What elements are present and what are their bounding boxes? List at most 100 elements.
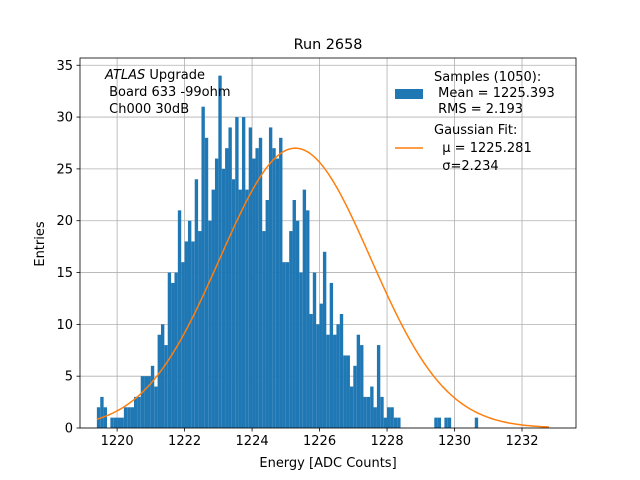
histogram-bar xyxy=(299,272,303,428)
x-tick-label: 1220 xyxy=(101,434,134,449)
y-tick-label: 0 xyxy=(65,422,73,437)
histogram-bar xyxy=(103,407,107,428)
x-tick-label: 1228 xyxy=(371,434,404,449)
histogram-bar xyxy=(333,334,337,428)
legend-fit-sigma: σ=2.234 xyxy=(434,159,499,174)
histogram-bar xyxy=(285,262,290,428)
histogram-bar xyxy=(184,241,188,428)
histogram-bar xyxy=(339,313,344,428)
histogram-bar xyxy=(160,324,165,428)
histogram-bar xyxy=(140,376,145,428)
histogram-bar xyxy=(373,407,377,428)
histogram-bar xyxy=(272,148,276,428)
histogram-bar xyxy=(265,199,269,428)
histogram-bar xyxy=(393,417,398,428)
histogram-bar xyxy=(292,199,296,428)
histogram-bar xyxy=(154,386,158,428)
x-tick-label: 1222 xyxy=(168,434,201,449)
histogram-bar xyxy=(309,313,313,428)
annotation-line-2: Board 633 -99ohm xyxy=(105,85,231,100)
x-axis-label: Energy [ADC Counts] xyxy=(259,456,396,471)
histogram-bar xyxy=(147,376,151,428)
histogram-bar xyxy=(474,417,479,428)
histogram-bar xyxy=(127,407,131,428)
histogram-bar xyxy=(356,334,361,428)
histogram-bar xyxy=(275,158,280,428)
histogram-bar xyxy=(370,386,374,428)
histogram-bar xyxy=(387,407,391,428)
histogram-bar xyxy=(225,148,229,428)
histogram-bars xyxy=(96,75,479,429)
axis-ticks: 1220 1222 1224 1226 1228 1230 1232 0 5 10 15 20 25 30… xyxy=(56,59,538,449)
histogram-bar xyxy=(198,231,202,428)
histogram-bar xyxy=(353,365,357,428)
chart-title: Run 2658 xyxy=(294,37,363,53)
histogram-bar xyxy=(181,262,185,428)
y-tick-label: 30 xyxy=(56,111,73,126)
histogram-bar xyxy=(130,407,134,428)
y-tick-label: 25 xyxy=(56,162,73,177)
histogram-bar xyxy=(238,189,242,428)
y-tick-label: 15 xyxy=(56,266,73,281)
histogram-bar xyxy=(133,396,138,428)
legend-samples-swatch xyxy=(395,89,423,99)
histogram-bar xyxy=(204,137,209,428)
annotation-atlas: ATLAS xyxy=(104,68,145,83)
histogram-bar xyxy=(316,324,320,428)
legend-fit-title: Gaussian Fit: xyxy=(434,123,517,138)
histogram-bar xyxy=(363,396,367,428)
histogram-bar xyxy=(306,210,310,428)
x-tick-label: 1226 xyxy=(303,434,336,449)
x-tick-label: 1230 xyxy=(438,434,471,449)
histogram-bar xyxy=(228,127,232,429)
legend-samples-title: Samples (1050): xyxy=(434,70,541,85)
histogram-bar xyxy=(322,251,327,428)
histogram-bar xyxy=(329,282,334,428)
histogram-bar xyxy=(349,386,354,428)
y-axis-label: Entries xyxy=(33,221,48,267)
histogram-bar xyxy=(218,75,222,428)
histogram-bar xyxy=(174,272,178,428)
histogram-bar xyxy=(390,407,394,428)
histogram-bar xyxy=(211,189,215,428)
histogram-bar xyxy=(268,127,273,429)
histogram-bar xyxy=(100,396,104,428)
histogram-bar xyxy=(376,345,381,428)
histogram-bar xyxy=(258,137,263,428)
histogram-bar xyxy=(194,179,199,428)
histogram-bar xyxy=(96,407,101,428)
annotation-line-3: Ch000 30dB xyxy=(105,102,189,117)
histogram-bar xyxy=(255,148,259,428)
histogram-bar xyxy=(434,417,438,428)
histogram-bar xyxy=(447,417,452,428)
histogram-bar xyxy=(437,417,442,428)
histogram-bar xyxy=(214,158,219,428)
histogram-bar xyxy=(120,417,124,428)
histogram-bar xyxy=(241,117,246,429)
histogram-bar xyxy=(123,407,128,428)
y-tick-label: 10 xyxy=(56,318,73,333)
histogram-bar xyxy=(252,158,256,428)
histogram-bar xyxy=(201,106,205,428)
histogram-bar xyxy=(366,396,371,428)
histogram-bar xyxy=(262,231,266,428)
annotation-line-1: ATLAS Upgrade xyxy=(104,68,205,83)
histogram-bar xyxy=(444,417,448,428)
annotation-box: ATLAS Upgrade Board 633 -99ohm Ch000 30d… xyxy=(104,68,231,117)
histogram-bar xyxy=(279,137,283,428)
histogram-bar xyxy=(113,417,118,428)
histogram-bar xyxy=(312,272,317,428)
histogram-bar xyxy=(346,355,350,428)
histogram-bar xyxy=(110,417,114,428)
legend: Samples (1050): Mean = 1225.393 RMS = 2.… xyxy=(395,70,555,174)
histogram-bar xyxy=(360,345,364,428)
histogram-bar xyxy=(319,303,323,428)
histogram-bar xyxy=(171,282,175,428)
plot-frame xyxy=(79,57,577,429)
legend-samples-mean: Mean = 1225.393 xyxy=(434,86,555,101)
histogram-bar xyxy=(167,272,172,428)
x-tick-label: 1224 xyxy=(236,434,269,449)
y-tick-label: 5 xyxy=(65,370,73,385)
y-tick-label: 35 xyxy=(56,59,73,74)
